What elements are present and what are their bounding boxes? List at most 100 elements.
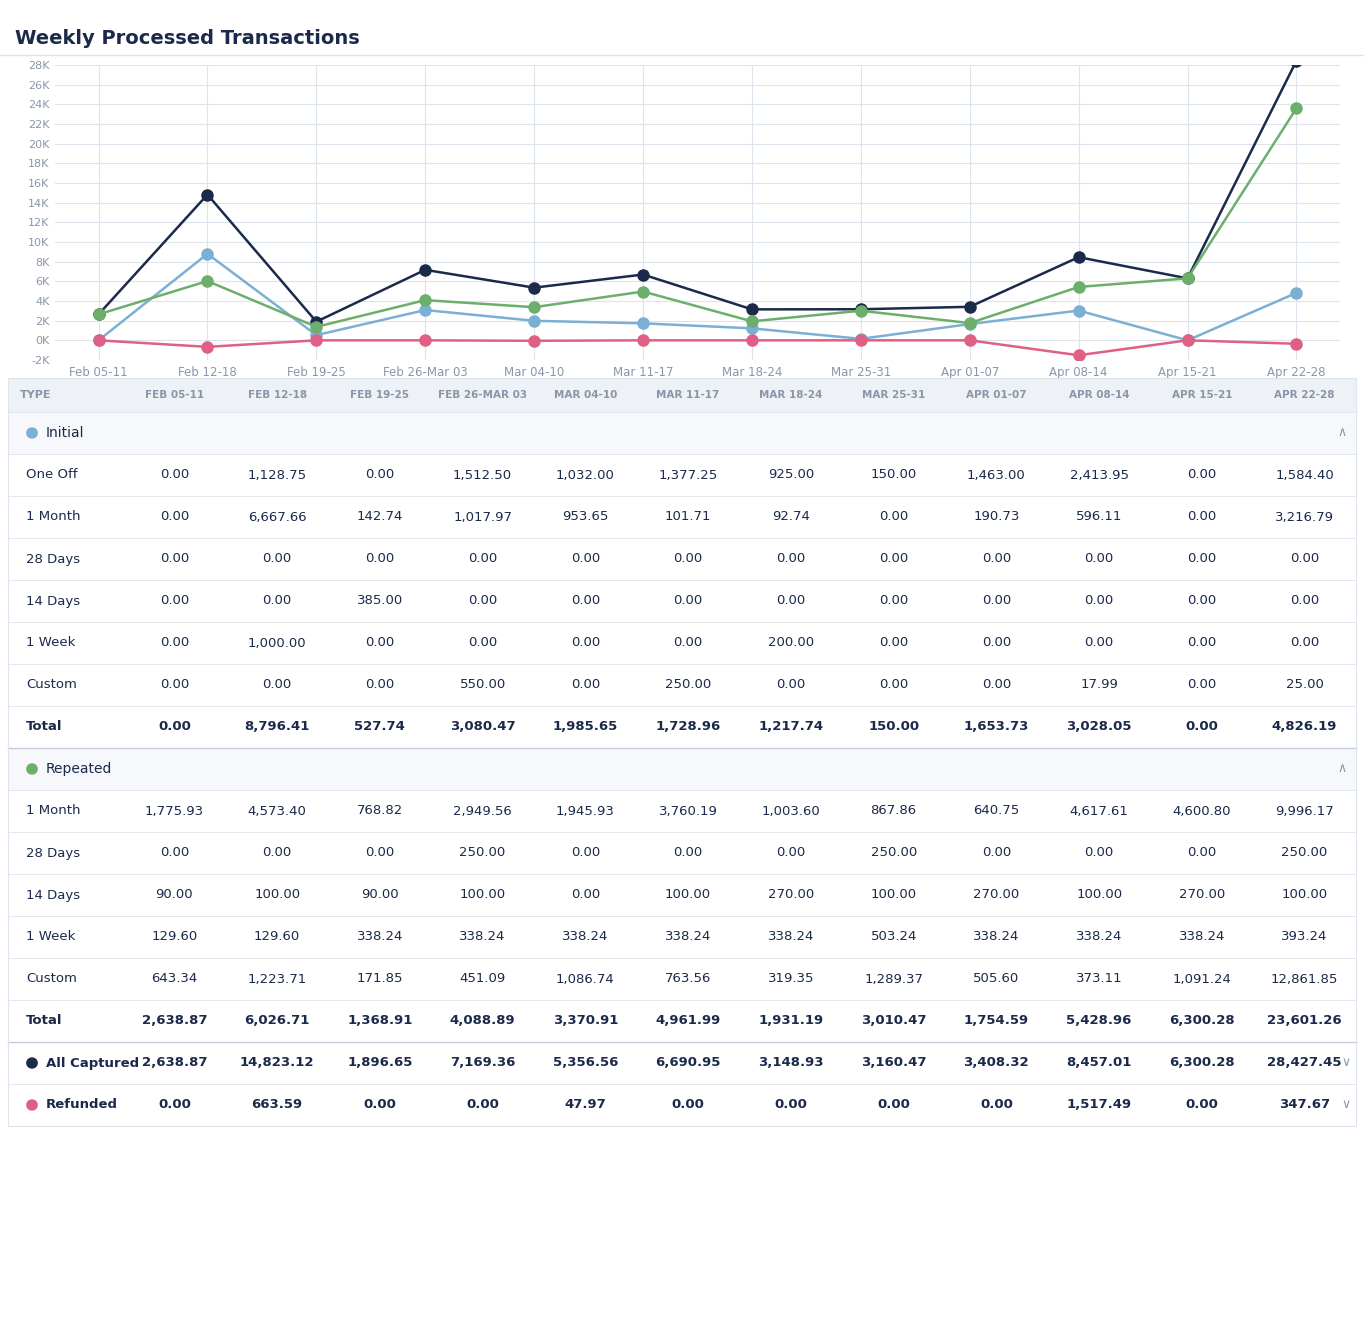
Text: 0.00: 0.00: [570, 594, 600, 608]
Text: 100.00: 100.00: [666, 888, 711, 902]
Text: 1,032.00: 1,032.00: [557, 469, 615, 482]
Text: 3,408.32: 3,408.32: [963, 1057, 1030, 1070]
Text: 90.00: 90.00: [361, 888, 398, 902]
Text: 0.00: 0.00: [1290, 594, 1319, 608]
Text: 0.00: 0.00: [982, 594, 1011, 608]
Text: 0.00: 0.00: [674, 594, 702, 608]
Text: 319.35: 319.35: [768, 973, 814, 985]
Text: All Captured: All Captured: [46, 1057, 139, 1070]
Text: 200.00: 200.00: [768, 637, 814, 650]
Text: 0.00: 0.00: [1290, 637, 1319, 650]
Text: 5,356.56: 5,356.56: [552, 1057, 618, 1070]
Text: 0.00: 0.00: [366, 552, 394, 565]
Text: 0.00: 0.00: [982, 846, 1011, 859]
Text: 1,289.37: 1,289.37: [865, 973, 923, 985]
Text: 0.00: 0.00: [776, 678, 806, 691]
Text: 3,080.47: 3,080.47: [450, 720, 516, 733]
Text: 28,427.45: 28,427.45: [1267, 1057, 1342, 1070]
Text: 6,690.95: 6,690.95: [656, 1057, 720, 1070]
Text: 1,368.91: 1,368.91: [348, 1014, 412, 1027]
Text: 100.00: 100.00: [870, 888, 917, 902]
Text: APR 22-28: APR 22-28: [1274, 391, 1335, 400]
Text: 6,300.28: 6,300.28: [1169, 1057, 1234, 1070]
Text: 1 Week: 1 Week: [26, 931, 75, 944]
Text: 3,010.47: 3,010.47: [861, 1014, 926, 1027]
Text: 1 Week: 1 Week: [26, 637, 75, 650]
Text: 90.00: 90.00: [155, 888, 194, 902]
Text: 0.00: 0.00: [671, 1099, 705, 1112]
Text: 171.85: 171.85: [356, 973, 404, 985]
Text: Custom: Custom: [26, 973, 76, 985]
Text: 0.00: 0.00: [160, 469, 190, 482]
Text: MAR 11-17: MAR 11-17: [656, 391, 720, 400]
Text: 338.24: 338.24: [460, 931, 506, 944]
Text: 0.00: 0.00: [160, 637, 190, 650]
Text: APR 15-21: APR 15-21: [1172, 391, 1232, 400]
Text: 0.00: 0.00: [570, 552, 600, 565]
Text: 129.60: 129.60: [151, 931, 198, 944]
Text: ∧: ∧: [1338, 763, 1346, 776]
Text: 0.00: 0.00: [1187, 552, 1217, 565]
Text: 1,512.50: 1,512.50: [453, 469, 513, 482]
Text: 0.00: 0.00: [158, 1099, 191, 1112]
Text: 0.00: 0.00: [262, 594, 292, 608]
Text: 0.00: 0.00: [158, 720, 191, 733]
Text: 0.00: 0.00: [878, 552, 908, 565]
Text: One Off: One Off: [26, 469, 78, 482]
Text: 4,617.61: 4,617.61: [1069, 805, 1128, 817]
Text: 768.82: 768.82: [357, 805, 402, 817]
Text: 0.00: 0.00: [878, 637, 908, 650]
Text: 4,573.40: 4,573.40: [248, 805, 307, 817]
Text: 1,463.00: 1,463.00: [967, 469, 1026, 482]
Text: 6,300.28: 6,300.28: [1169, 1014, 1234, 1027]
Text: 0.00: 0.00: [878, 511, 908, 523]
Text: 3,160.47: 3,160.47: [861, 1057, 926, 1070]
Text: 270.00: 270.00: [768, 888, 814, 902]
Text: 2,413.95: 2,413.95: [1069, 469, 1128, 482]
Text: 0.00: 0.00: [775, 1099, 807, 1112]
Text: 527.74: 527.74: [355, 720, 405, 733]
Text: 3,370.91: 3,370.91: [552, 1014, 618, 1027]
Text: 505.60: 505.60: [974, 973, 1019, 985]
Text: 0.00: 0.00: [366, 678, 394, 691]
Text: 14 Days: 14 Days: [26, 888, 80, 902]
Text: 663.59: 663.59: [251, 1099, 303, 1112]
Text: 1,223.71: 1,223.71: [247, 973, 307, 985]
Text: 0.00: 0.00: [366, 469, 394, 482]
Text: APR 01-07: APR 01-07: [966, 391, 1027, 400]
Text: 0.00: 0.00: [1187, 511, 1217, 523]
Text: 0.00: 0.00: [982, 637, 1011, 650]
Text: 1,017.97: 1,017.97: [453, 511, 512, 523]
Text: Total: Total: [26, 720, 63, 733]
Text: MAR 18-24: MAR 18-24: [760, 391, 822, 400]
Text: 1,086.74: 1,086.74: [557, 973, 615, 985]
Text: 0.00: 0.00: [160, 678, 190, 691]
Text: 25.00: 25.00: [1286, 678, 1323, 691]
Text: 1,754.59: 1,754.59: [964, 1014, 1028, 1027]
Text: 270.00: 270.00: [1178, 888, 1225, 902]
Text: 0.00: 0.00: [1084, 594, 1114, 608]
Text: 1,003.60: 1,003.60: [761, 805, 820, 817]
Text: 953.65: 953.65: [562, 511, 608, 523]
Text: 0.00: 0.00: [674, 552, 702, 565]
Text: 0.00: 0.00: [262, 678, 292, 691]
Text: 1,728.96: 1,728.96: [656, 720, 720, 733]
Text: 250.00: 250.00: [870, 846, 917, 859]
Text: 338.24: 338.24: [664, 931, 711, 944]
Text: 925.00: 925.00: [768, 469, 814, 482]
Text: 643.34: 643.34: [151, 973, 198, 985]
Text: 250.00: 250.00: [666, 678, 711, 691]
Text: 0.00: 0.00: [363, 1099, 397, 1112]
Text: MAR 04-10: MAR 04-10: [554, 391, 617, 400]
Text: MAR 25-31: MAR 25-31: [862, 391, 925, 400]
Text: 0.00: 0.00: [776, 594, 806, 608]
Text: 338.24: 338.24: [973, 931, 1019, 944]
Text: 0.00: 0.00: [982, 552, 1011, 565]
Text: 28 Days: 28 Days: [26, 552, 80, 565]
Text: 0.00: 0.00: [468, 637, 498, 650]
Text: 1,091.24: 1,091.24: [1173, 973, 1232, 985]
Text: 129.60: 129.60: [254, 931, 300, 944]
Text: 385.00: 385.00: [357, 594, 402, 608]
Text: Initial: Initial: [46, 426, 85, 440]
Text: 1,945.93: 1,945.93: [557, 805, 615, 817]
